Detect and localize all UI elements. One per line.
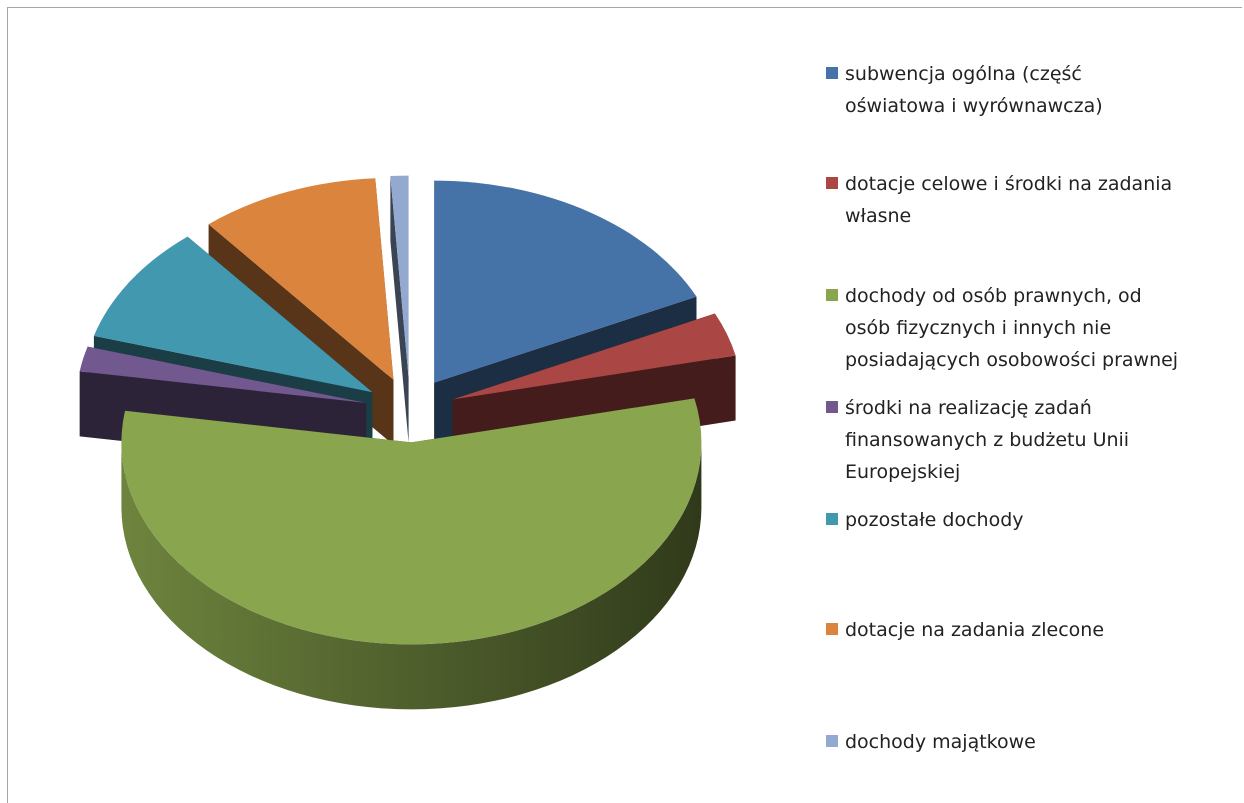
legend-label: dotacje celowe i środki na zadania własn…: [845, 173, 1173, 227]
legend-label: dotacje na zadania zlecone: [845, 619, 1105, 641]
legend-item: subwencja ogólna (część oświatowa i wyró…: [826, 58, 1226, 122]
legend-item: dochody od osób prawnych, od osób fizycz…: [826, 280, 1226, 376]
legend-item: pozostałe dochody: [826, 504, 1226, 536]
legend-swatch: [826, 67, 838, 79]
pie-slice-1: [452, 313, 736, 400]
pie-slice-5: [208, 178, 394, 380]
legend-item: dotacje celowe i środki na zadania własn…: [826, 168, 1226, 232]
legend-swatch: [826, 401, 838, 413]
legend-item: środki na realizację zadań finansowanych…: [826, 392, 1226, 488]
pie-slice-0: [434, 180, 697, 383]
pie-slice-3: [79, 346, 367, 403]
legend-label: dochody od osób prawnych, od osób fizycz…: [845, 285, 1179, 371]
pie-slice-side: [390, 176, 409, 443]
legend-swatch: [826, 735, 838, 747]
legend-swatch: [826, 289, 838, 301]
legend-item: dotacje na zadania zlecone: [826, 614, 1226, 646]
pie-slice-6: [390, 175, 409, 378]
legend-label: subwencja ogólna (część oświatowa i wyró…: [845, 63, 1103, 117]
pie-slice-4: [93, 236, 373, 393]
legend-label: pozostałe dochody: [845, 509, 1024, 531]
legend-label: środki na realizację zadań finansowanych…: [845, 397, 1130, 483]
legend-swatch: [826, 513, 838, 525]
legend-swatch: [826, 177, 838, 189]
legend-label: dochody majątkowe: [845, 731, 1036, 753]
legend-swatch: [826, 623, 838, 635]
legend-item: dochody majątkowe: [826, 726, 1226, 758]
pie-slice-2: [121, 398, 702, 645]
